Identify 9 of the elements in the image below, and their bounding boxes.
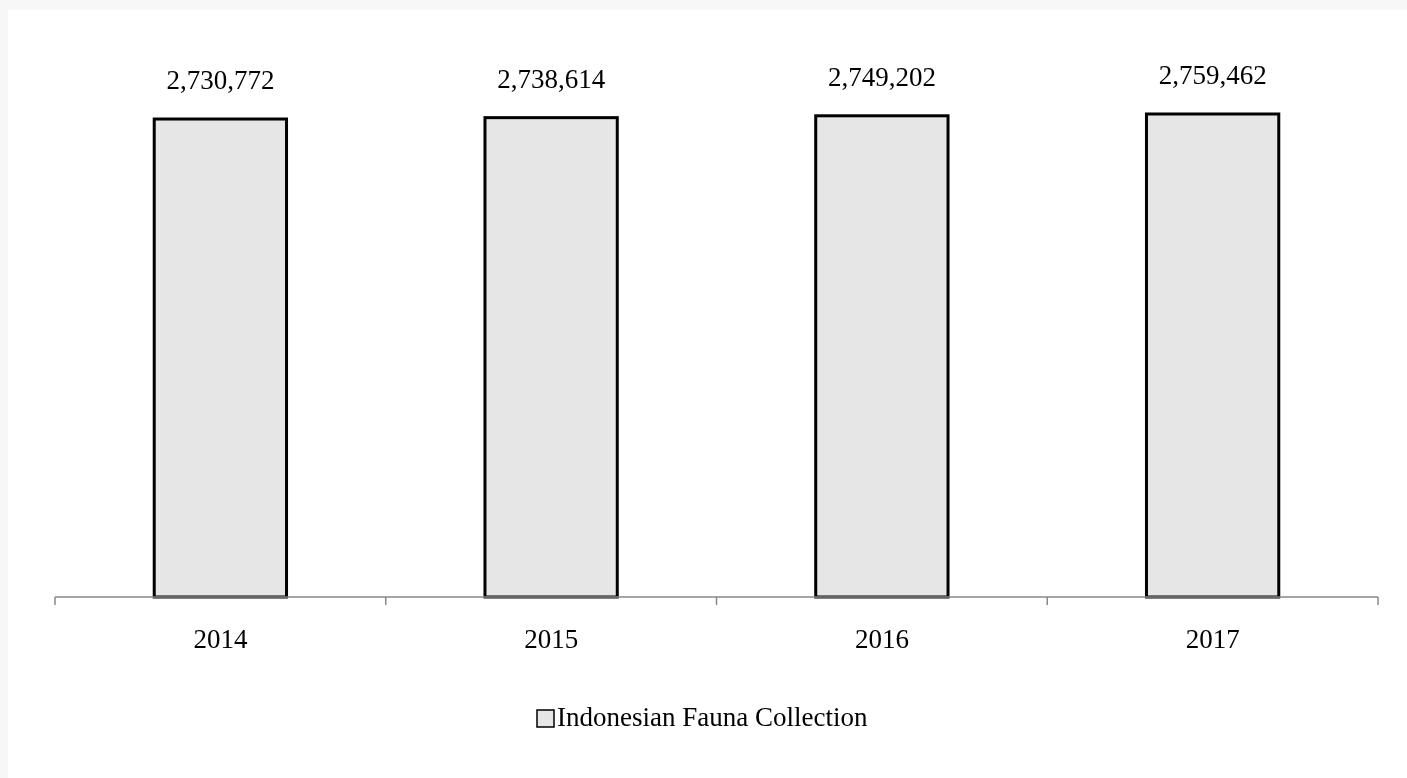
x-tick-label: 2017 <box>1185 624 1240 654</box>
x-tick-label: 2016 <box>854 624 909 654</box>
x-tick-label: 2014 <box>193 624 248 654</box>
legend-label: Indonesian Fauna Collection <box>557 702 868 732</box>
data-label: 2,738,614 <box>497 63 606 94</box>
x-tick-label: 2015 <box>524 624 579 654</box>
data-label: 2,759,462 <box>1158 60 1267 90</box>
data-label: 2,749,202 <box>827 61 936 92</box>
data-label: 2,730,772 <box>166 65 275 96</box>
